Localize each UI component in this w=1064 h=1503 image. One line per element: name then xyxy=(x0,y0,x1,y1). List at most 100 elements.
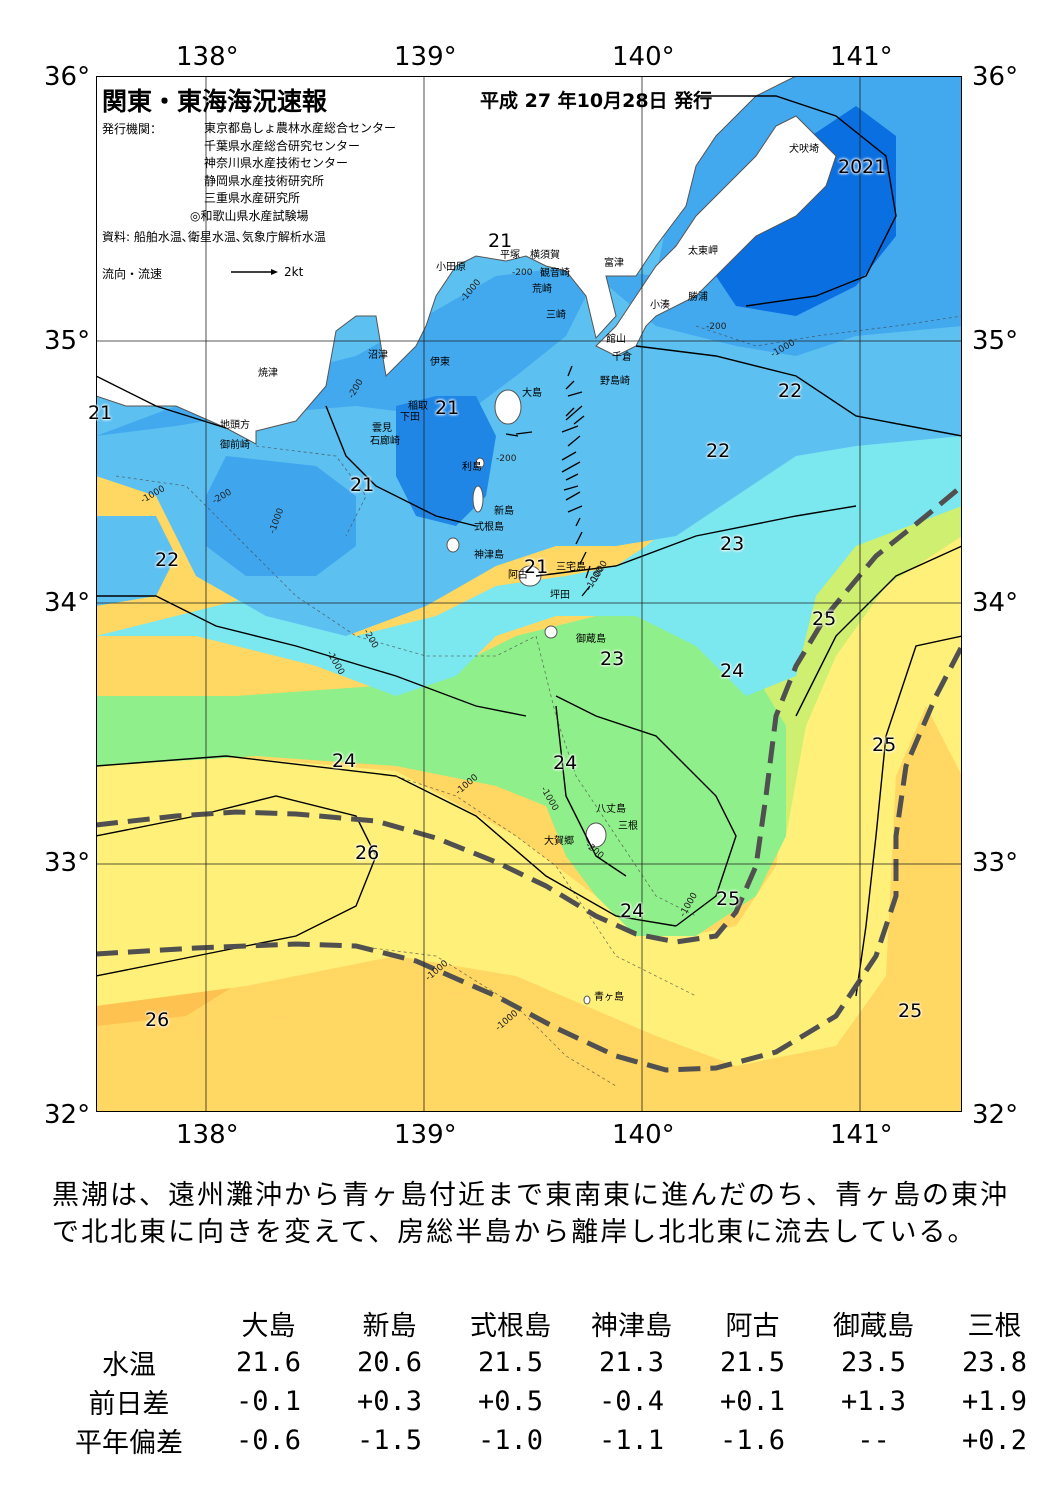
isotherm-label: 21 xyxy=(88,402,113,424)
row-label: 前日差 xyxy=(88,1389,170,1420)
isotherm-label: 22 xyxy=(778,380,803,402)
issuer-3: 静岡県水産技術研究所 xyxy=(204,173,325,188)
place-label: 荒崎 xyxy=(532,284,552,295)
place-label: 焼津 xyxy=(258,368,278,379)
table-cell: -1.1 xyxy=(598,1425,665,1456)
place-label: 千倉 xyxy=(612,352,632,363)
table-cell: -- xyxy=(857,1425,890,1456)
station-header: 神津島 xyxy=(591,1311,672,1342)
lon-label: 141° xyxy=(830,1120,893,1150)
lat-label: 36° xyxy=(972,62,1019,92)
table-cell: 20.6 xyxy=(356,1347,423,1378)
row-label: 水温 xyxy=(102,1350,156,1381)
issuer-label: 発行機関： xyxy=(102,122,163,136)
warm-25-zone xyxy=(96,506,962,1066)
zone-left-22 xyxy=(96,516,176,606)
isotherm-label: 20 xyxy=(838,156,863,178)
kuroshio-axis xyxy=(96,484,962,1073)
place-label: 御前崎 xyxy=(220,440,250,451)
table-cell: 23.5 xyxy=(840,1347,907,1378)
issuer-0: 東京都島しょ農林水産総合センター xyxy=(204,121,397,135)
place-label: 観音崎 xyxy=(540,268,570,279)
isotherm-label: 22 xyxy=(706,440,731,462)
place-label: 太東岬 xyxy=(688,246,718,257)
sea-condition-map xyxy=(96,76,962,1112)
place-label: 新島 xyxy=(494,506,514,517)
place-label: 阿古 xyxy=(508,570,528,581)
table-cell: +1.3 xyxy=(840,1386,907,1417)
data-source: 資料: 船舶水温､衛星水温､気象庁解析水温 xyxy=(102,230,326,244)
issuer-1: 千葉県水産総合研究センター xyxy=(204,138,361,153)
table-cell: -0.4 xyxy=(598,1386,665,1417)
lon-label: 140° xyxy=(612,42,675,72)
lon-label: 138° xyxy=(176,42,239,72)
place-label: 神津島 xyxy=(474,550,504,561)
place-label: 三根 xyxy=(618,821,638,832)
table-cell: -0.6 xyxy=(235,1425,302,1456)
map-title: 関東・東海海況速報 xyxy=(102,87,328,116)
table-cell: 21.3 xyxy=(598,1347,665,1378)
table-cell: +0.5 xyxy=(477,1386,544,1417)
issue-date: 平成 27 年10月28日 発行 xyxy=(480,90,713,112)
place-label: 下田 xyxy=(400,412,420,423)
station-header: 大島 xyxy=(241,1311,296,1342)
place-label: 三崎 xyxy=(546,310,566,321)
table-cell: -1.5 xyxy=(356,1425,423,1456)
issuer-4: 三重県水産研究所 xyxy=(204,191,301,205)
place-label: 沼津 xyxy=(368,350,388,361)
isotherm-label: 24 xyxy=(553,752,578,774)
place-label: 御蔵島 xyxy=(576,634,606,645)
zone-21-left xyxy=(206,456,356,576)
water-temperature-table: 大島 新島 式根島 神津島 阿古 御蔵島 三根 水温 21.6 20.6 21.… xyxy=(50,1304,1055,1460)
station-header: 三根 xyxy=(967,1311,1022,1342)
isotherm-label: 23 xyxy=(720,533,745,555)
table-corner xyxy=(50,1304,208,1343)
lat-label: 32° xyxy=(972,1100,1019,1130)
place-label: 勝浦 xyxy=(688,292,708,303)
lat-label: 35° xyxy=(972,326,1019,356)
zone-24 xyxy=(96,616,786,936)
lon-label: 140° xyxy=(612,1120,675,1150)
depth-label: -200 xyxy=(706,322,727,332)
current-legend-label: 流向・流速 xyxy=(102,267,163,281)
isotherm-label: 21 xyxy=(350,474,375,496)
place-label: 大島 xyxy=(522,388,542,399)
place-label: 伊東 xyxy=(430,357,450,368)
zone-20-izu xyxy=(396,396,496,526)
lat-label: 33° xyxy=(972,848,1019,878)
lon-label: 139° xyxy=(394,42,457,72)
table-row: 前日差 -0.1 +0.3 +0.5 -0.4 +0.1 +1.3 +1.9 xyxy=(50,1382,1055,1421)
isotherm-label: 25 xyxy=(812,608,837,630)
isotherm-label: 25 xyxy=(872,734,897,756)
lat-label: 35° xyxy=(44,326,91,356)
table-cell: -1.0 xyxy=(477,1425,544,1456)
isotherm-label: 21 xyxy=(488,230,513,252)
isotherm-label: 24 xyxy=(620,900,645,922)
graticule xyxy=(96,76,962,1112)
lat-label: 34° xyxy=(972,588,1019,618)
isotherm-label: 25 xyxy=(716,888,741,910)
isotherm-label: 26 xyxy=(355,842,380,864)
oshima-island xyxy=(494,389,522,425)
station-header: 新島 xyxy=(362,1311,417,1342)
table-cell: 21.5 xyxy=(477,1347,544,1378)
station-header: 阿古 xyxy=(725,1311,780,1342)
station-header: 式根島 xyxy=(470,1311,551,1342)
place-label: 館山 xyxy=(606,334,626,345)
current-legend-scale: 2kt xyxy=(284,265,304,279)
isotherm-label: 23 xyxy=(600,648,625,670)
isotherms xyxy=(96,95,962,997)
place-label: 横須賀 xyxy=(530,250,560,261)
isotherm-label: 26 xyxy=(145,1009,170,1031)
place-label: 地頭方 xyxy=(220,420,250,431)
zone-20-boso xyxy=(716,106,896,316)
depth-label: -200 xyxy=(512,268,533,278)
isotherm-label: 25 xyxy=(898,1000,923,1022)
place-label: 大賀郷 xyxy=(544,836,574,847)
issuer-5: ◎和歌山県水産試験場 xyxy=(190,208,309,223)
isotherm-label: 24 xyxy=(720,660,745,682)
lat-label: 36° xyxy=(44,62,91,92)
place-label: 雲見 xyxy=(372,423,392,434)
niijima-island xyxy=(472,485,484,513)
isotherm-label: 21 xyxy=(524,556,549,578)
